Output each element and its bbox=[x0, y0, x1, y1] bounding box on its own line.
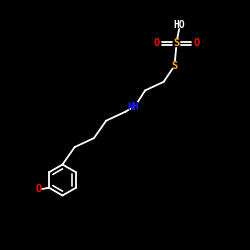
Text: HO: HO bbox=[173, 20, 185, 30]
Text: O: O bbox=[193, 38, 199, 48]
Text: S: S bbox=[173, 38, 179, 48]
Text: NH: NH bbox=[128, 102, 139, 112]
Text: O: O bbox=[153, 38, 159, 48]
Text: S: S bbox=[172, 61, 178, 71]
Text: O: O bbox=[36, 184, 42, 194]
